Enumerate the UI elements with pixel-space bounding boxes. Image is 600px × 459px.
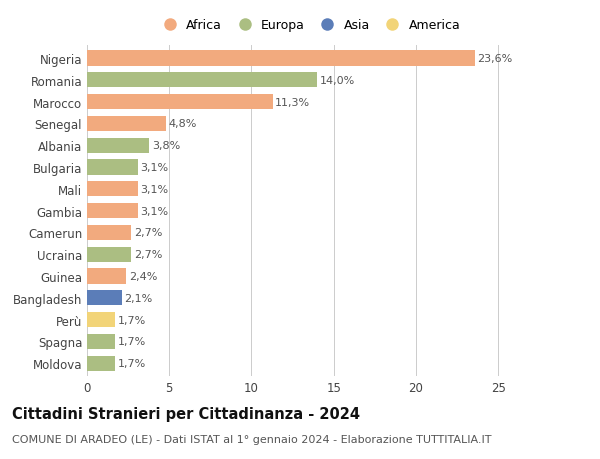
Text: 1,7%: 1,7% <box>118 336 146 347</box>
Text: 2,1%: 2,1% <box>124 293 152 303</box>
Text: 2,7%: 2,7% <box>134 250 162 260</box>
Bar <box>87 225 131 241</box>
Text: 23,6%: 23,6% <box>478 54 513 64</box>
Legend: Africa, Europa, Asia, America: Africa, Europa, Asia, America <box>152 14 466 37</box>
Bar <box>87 51 475 67</box>
Bar <box>87 138 149 153</box>
Bar <box>87 247 131 262</box>
Text: 4,8%: 4,8% <box>169 119 197 129</box>
Bar <box>87 95 273 110</box>
Text: 3,1%: 3,1% <box>140 162 169 173</box>
Bar <box>87 117 166 132</box>
Text: 2,7%: 2,7% <box>134 228 162 238</box>
Text: COMUNE DI ARADEO (LE) - Dati ISTAT al 1° gennaio 2024 - Elaborazione TUTTITALIA.: COMUNE DI ARADEO (LE) - Dati ISTAT al 1°… <box>12 434 491 444</box>
Bar <box>87 73 317 88</box>
Text: 1,7%: 1,7% <box>118 315 146 325</box>
Text: 14,0%: 14,0% <box>320 76 355 86</box>
Bar <box>87 160 138 175</box>
Bar <box>87 203 138 219</box>
Bar <box>87 356 115 371</box>
Text: 2,4%: 2,4% <box>129 271 157 281</box>
Text: 1,7%: 1,7% <box>118 358 146 368</box>
Text: 3,1%: 3,1% <box>140 206 169 216</box>
Bar <box>87 312 115 327</box>
Bar <box>87 291 122 306</box>
Text: Cittadini Stranieri per Cittadinanza - 2024: Cittadini Stranieri per Cittadinanza - 2… <box>12 406 360 421</box>
Text: 3,1%: 3,1% <box>140 185 169 195</box>
Text: 3,8%: 3,8% <box>152 141 180 151</box>
Bar <box>87 182 138 197</box>
Bar <box>87 269 127 284</box>
Bar <box>87 334 115 349</box>
Text: 11,3%: 11,3% <box>275 97 310 107</box>
